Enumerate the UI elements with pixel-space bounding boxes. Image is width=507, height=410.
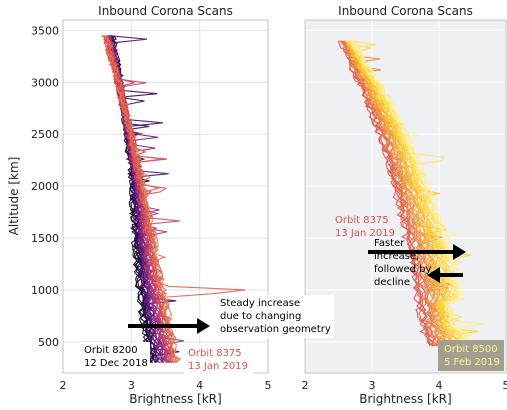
plot-frame: [304, 19, 507, 374]
steady-increase-arrow-head: [197, 318, 210, 334]
x-tick-label: 3: [128, 379, 135, 392]
orbit-8375-label-left-box: [184, 345, 254, 375]
series-curve: [101, 35, 246, 364]
faster-increase-note-line: followed by: [374, 264, 432, 275]
chart-title: Inbound Corona Scans: [98, 4, 233, 18]
x-axis-label: Brightness [kR]: [129, 392, 221, 406]
orbit-8375-label-left-line: 13 Jan 2019: [188, 361, 248, 372]
orbit-8375-label-right-line: Orbit 8375: [335, 215, 389, 226]
y-tick-label: 2000: [31, 180, 59, 193]
series-curve: [345, 40, 479, 347]
x-tick-label: 2: [302, 379, 309, 392]
faster-increase-arrow-head: [453, 244, 466, 260]
series-curve: [351, 40, 470, 346]
orbit-8500-label-box: [438, 340, 504, 371]
y-tick-label: 1000: [31, 284, 59, 297]
plot-frame: [62, 19, 269, 374]
orbit-8375-label-left-line: Orbit 8375: [188, 348, 242, 359]
faster-increase-note-line: decline: [374, 277, 410, 288]
steady-increase-note-line: due to changing: [220, 311, 301, 322]
y-tick-label: 2500: [31, 128, 59, 141]
x-tick-label: 4: [196, 379, 203, 392]
steady-increase-note-line: Steady increase: [220, 298, 300, 309]
y-tick-label: 3500: [31, 24, 59, 37]
x-tick-label: 4: [436, 379, 443, 392]
orbit-8500-label-line: Orbit 8500: [444, 344, 498, 355]
orbit-8200-label-box: [80, 342, 150, 372]
y-tick-label: 1500: [31, 232, 59, 245]
x-tick-label: 5: [503, 379, 507, 392]
y-tick-label: 500: [38, 336, 59, 349]
y-axis-label: Altitude [km]: [7, 157, 21, 236]
y-tick-label: 3000: [31, 76, 59, 89]
x-tick-label: 2: [60, 379, 67, 392]
series-curve: [345, 40, 449, 347]
series-curve: [104, 35, 182, 364]
steady-increase-note-box: [216, 295, 334, 338]
orbit-8200-label-line: Orbit 8200: [84, 345, 138, 356]
orbit-8200-label-line: 12 Dec 2018: [84, 358, 148, 369]
steady-increase-note-line: observation geometry: [220, 324, 331, 335]
x-axis-label: Brightness [kR]: [359, 392, 451, 406]
faster-increase-note-line: Faster: [374, 238, 405, 249]
x-tick-label: 3: [369, 379, 376, 392]
series-curve: [351, 40, 473, 347]
decline-arrow-head: [427, 267, 440, 283]
series-curve: [340, 40, 449, 347]
x-tick-label: 5: [265, 379, 272, 392]
chart-title: Inbound Corona Scans: [338, 4, 473, 18]
orbit-8375-label-right-line: 13 Jan 2019: [335, 228, 395, 239]
plot-area-2: [305, 20, 506, 373]
orbit-8500-label-line: 5 Feb 2019: [444, 357, 500, 368]
faster-increase-note-line: increase,: [374, 251, 419, 262]
